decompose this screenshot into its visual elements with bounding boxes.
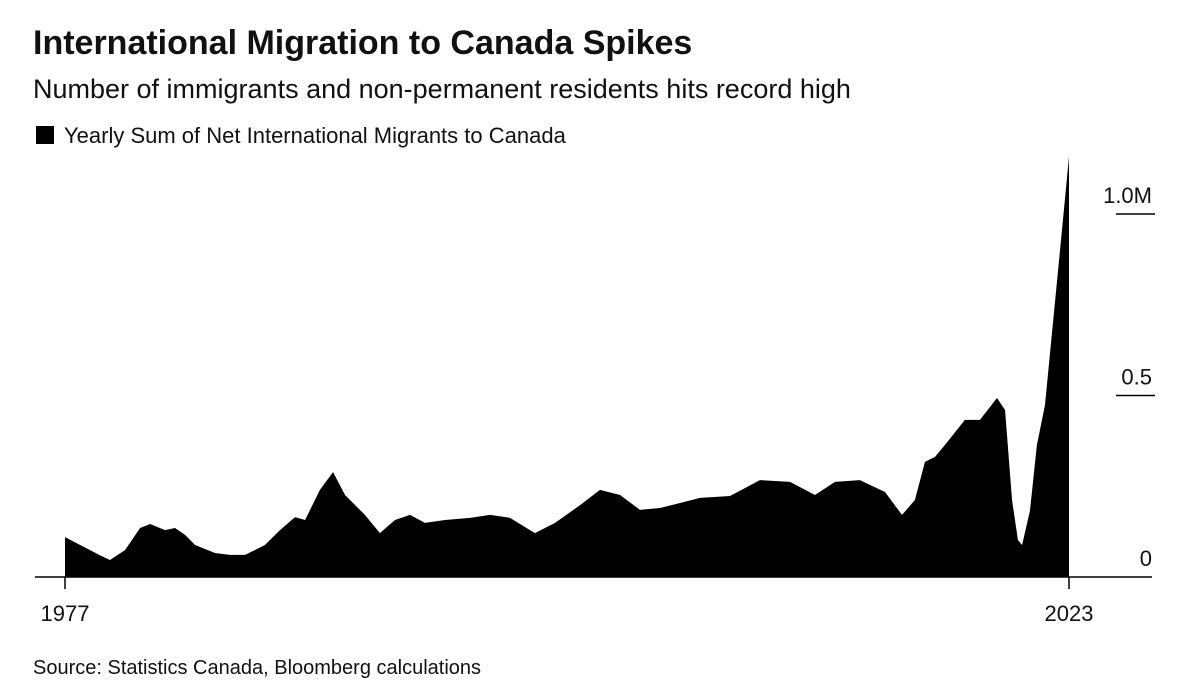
y-tick-label: 1.0M [1103, 183, 1152, 208]
y-tick-label: 0.5 [1121, 365, 1152, 390]
x-tick-label: 2023 [1045, 601, 1094, 626]
legend-swatch [36, 126, 54, 144]
chart-title: International Migration to Canada Spikes [33, 24, 692, 62]
legend-label: Yearly Sum of Net International Migrants… [64, 123, 567, 148]
source-note: Source: Statistics Canada, Bloomberg cal… [33, 657, 481, 679]
area [65, 157, 1069, 577]
chart-subtitle: Number of immigrants and non-permanent r… [33, 74, 851, 104]
y-tick-label: 0 [1140, 546, 1152, 571]
x-tick-label: 1977 [41, 601, 90, 626]
